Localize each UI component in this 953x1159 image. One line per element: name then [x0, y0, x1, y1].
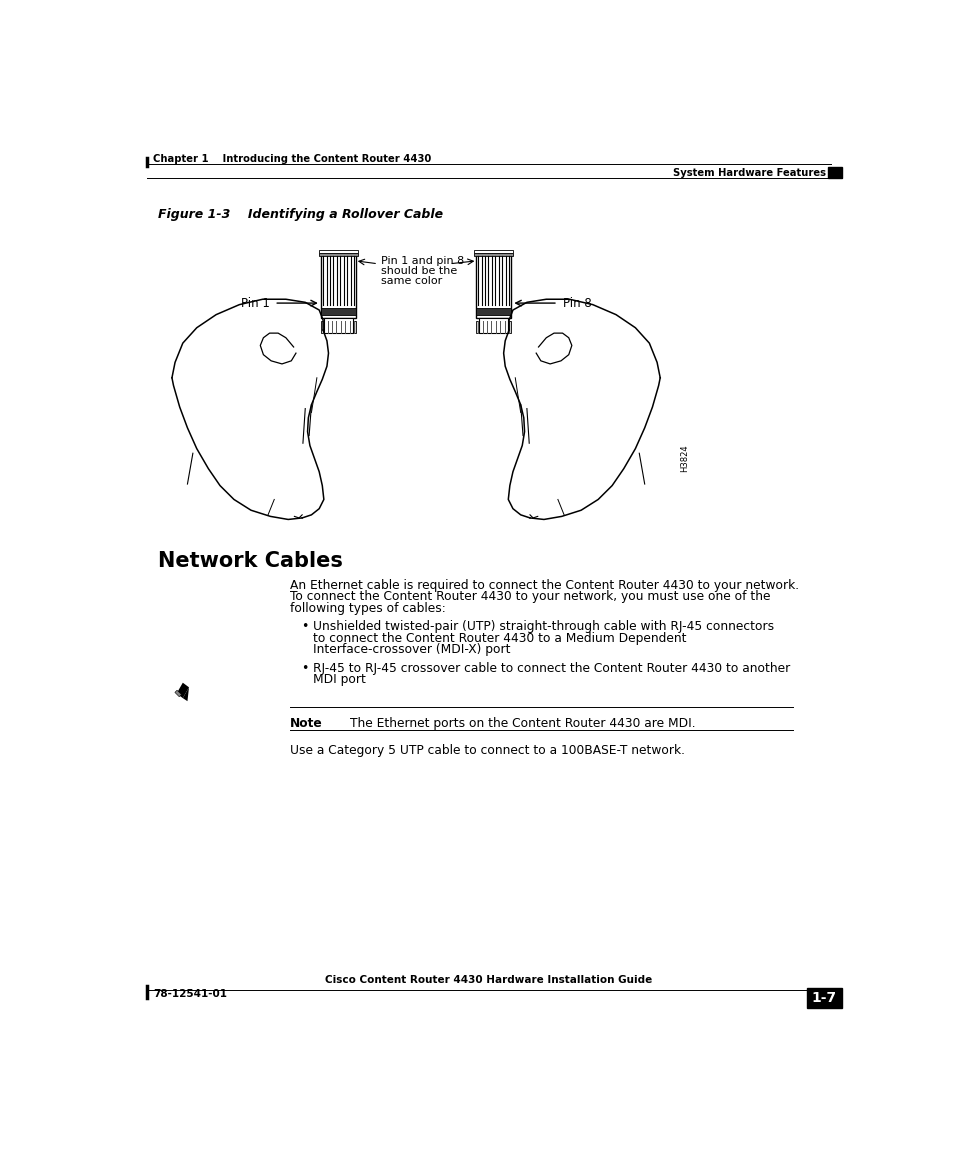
Bar	[474, 253, 513, 256]
Bar	[174, 691, 181, 697]
Bar	[476, 308, 511, 314]
Bar	[476, 321, 511, 333]
Text: Interface-crossover (MDI-X) port: Interface-crossover (MDI-X) port	[313, 643, 510, 656]
Bar	[320, 253, 356, 318]
Text: To connect the Content Router 4430 to your network, you must use one of the: To connect the Content Router 4430 to yo…	[290, 590, 769, 604]
Text: same color: same color	[381, 276, 442, 286]
Text: The Ethernet ports on the Content Router 4430 are MDI.: The Ethernet ports on the Content Router…	[350, 716, 695, 729]
Text: Figure 1-3    Identifying a Rollover Cable: Figure 1-3 Identifying a Rollover Cable	[158, 209, 442, 221]
Text: •: •	[301, 662, 309, 675]
Text: Pin 1: Pin 1	[240, 297, 270, 309]
Text: Use a Category 5 UTP cable to connect to a 100BASE-T network.: Use a Category 5 UTP cable to connect to…	[290, 744, 684, 757]
Text: An Ethernet cable is required to connect the Content Router 4430 to your network: An Ethernet cable is required to connect…	[290, 578, 798, 592]
Text: 78-12541-01: 78-12541-01	[153, 989, 227, 999]
Text: Unshielded twisted-pair (UTP) straight-through cable with RJ-45 connectors: Unshielded twisted-pair (UTP) straight-t…	[313, 620, 773, 633]
Text: Pin 1 and pin 8: Pin 1 and pin 8	[381, 256, 464, 267]
Polygon shape	[183, 687, 189, 701]
Bar	[323, 318, 353, 333]
Text: should be the: should be the	[381, 267, 457, 276]
Text: H3824: H3824	[679, 445, 689, 473]
Bar	[319, 250, 357, 253]
Text: System Hardware Features: System Hardware Features	[673, 168, 825, 178]
Bar	[319, 253, 357, 256]
Text: Chapter 1    Introducing the Content Router 4430: Chapter 1 Introducing the Content Router…	[153, 154, 431, 165]
Text: •: •	[301, 620, 309, 633]
Bar	[320, 321, 356, 333]
Bar	[474, 250, 513, 253]
Text: RJ-45 to RJ-45 crossover cable to connect the Content Router 4430 to another: RJ-45 to RJ-45 crossover cable to connec…	[313, 662, 789, 675]
Polygon shape	[176, 683, 189, 698]
Bar	[827, 167, 841, 177]
Text: Pin 8: Pin 8	[562, 297, 591, 309]
Bar	[478, 318, 508, 333]
Text: 1-7: 1-7	[811, 991, 836, 1005]
Text: to connect the Content Router 4430 to a Medium Dependent: to connect the Content Router 4430 to a …	[313, 632, 686, 644]
Bar	[320, 308, 356, 314]
Text: Note: Note	[290, 716, 322, 729]
Text: following types of cables:: following types of cables:	[290, 602, 445, 615]
Bar	[476, 253, 511, 318]
Text: Network Cables: Network Cables	[158, 551, 342, 571]
Bar	[806, 987, 841, 1007]
Text: Cisco Content Router 4430 Hardware Installation Guide: Cisco Content Router 4430 Hardware Insta…	[325, 975, 652, 985]
Text: MDI port: MDI port	[313, 673, 366, 686]
